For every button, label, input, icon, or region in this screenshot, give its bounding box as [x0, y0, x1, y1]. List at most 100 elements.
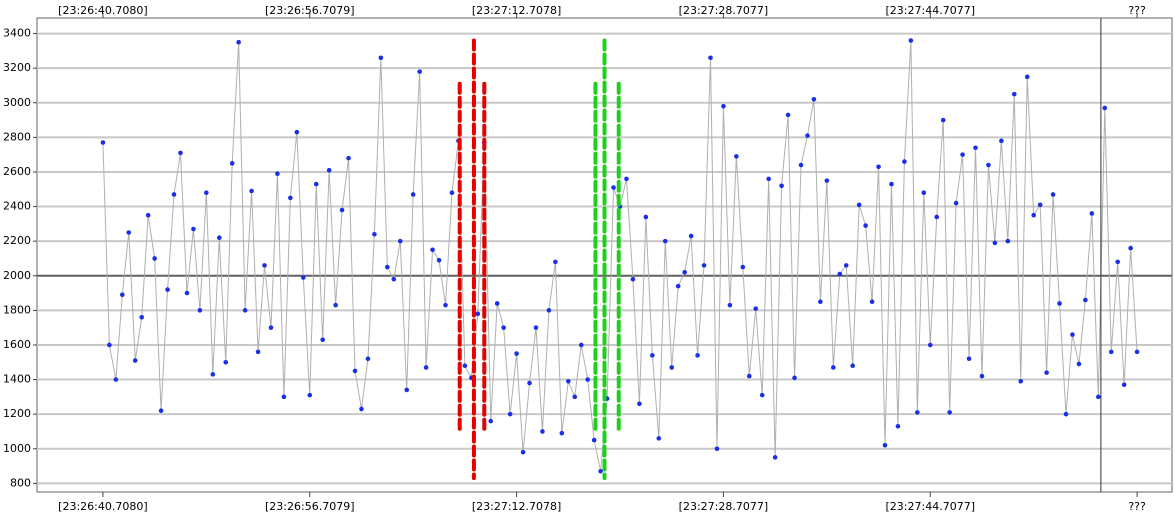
point [494, 301, 500, 306]
point [973, 145, 978, 151]
point [171, 192, 177, 197]
point [346, 155, 351, 161]
point [391, 276, 397, 282]
point [533, 325, 539, 330]
point [378, 55, 384, 61]
point [300, 275, 306, 280]
point [940, 117, 946, 123]
point [1128, 245, 1133, 251]
point [1076, 361, 1082, 367]
x-tick-label-top: ??? [1128, 4, 1146, 17]
point [229, 161, 235, 166]
point [553, 259, 558, 265]
point [785, 112, 791, 118]
point [1089, 211, 1095, 216]
point [831, 365, 836, 370]
point [242, 308, 248, 313]
x-tick-label: ??? [1128, 500, 1146, 513]
x-tick-label-top: [23:26:40.7080] [58, 4, 147, 17]
point [1063, 411, 1069, 417]
point [1108, 349, 1114, 355]
point [404, 387, 410, 393]
point [611, 185, 616, 190]
point [501, 325, 506, 330]
point [688, 233, 694, 239]
point [372, 231, 377, 237]
point [430, 247, 435, 253]
y-tick-label: 3200 [3, 61, 31, 74]
point [779, 183, 784, 189]
point [126, 230, 132, 235]
point [986, 162, 991, 168]
point [520, 449, 526, 455]
y-tick-label: 2400 [3, 200, 31, 213]
point [882, 442, 888, 448]
point [281, 394, 287, 400]
point [630, 276, 636, 282]
point [792, 375, 797, 381]
point [708, 55, 713, 61]
y-tick-label: 2200 [3, 234, 31, 247]
point [307, 392, 313, 398]
point [818, 299, 823, 305]
point [514, 351, 519, 356]
point [275, 171, 280, 176]
point [578, 342, 584, 348]
point [365, 356, 371, 362]
point [1057, 301, 1062, 306]
point [191, 226, 196, 232]
point [798, 162, 804, 168]
point [204, 190, 209, 196]
y-tick-label: 800 [10, 476, 31, 489]
point [410, 192, 416, 197]
point [734, 154, 739, 159]
point [902, 159, 907, 164]
point [714, 446, 720, 452]
x-tick-label-top: [23:27:44.7077] [886, 4, 975, 17]
point [178, 150, 183, 156]
x-tick-label-top: [23:27:12.7078] [472, 4, 561, 17]
point [1024, 74, 1030, 80]
point [863, 223, 868, 228]
point [727, 302, 733, 308]
point [443, 302, 448, 308]
point [320, 337, 325, 343]
point [960, 152, 965, 157]
point [223, 359, 229, 365]
point [120, 292, 125, 298]
point [288, 195, 293, 201]
point [333, 302, 338, 308]
point [869, 299, 875, 305]
point [1050, 192, 1056, 197]
point [527, 380, 532, 386]
point [856, 202, 862, 208]
point [423, 365, 429, 370]
point [637, 401, 642, 407]
point [1134, 349, 1140, 355]
point [1102, 105, 1108, 111]
point [359, 406, 364, 412]
y-tick-label: 2600 [3, 165, 31, 178]
point [811, 97, 817, 102]
point [268, 325, 274, 330]
point [850, 363, 856, 369]
x-tick-label-top: [23:26:56.7079] [265, 4, 354, 17]
point [184, 290, 190, 296]
point [1018, 378, 1024, 384]
point [656, 436, 662, 441]
point [417, 69, 422, 74]
point [934, 214, 940, 220]
point [992, 240, 998, 246]
point [895, 423, 901, 429]
point [546, 308, 552, 313]
point [397, 238, 403, 244]
point [352, 368, 358, 374]
point [643, 214, 649, 220]
point [591, 437, 597, 443]
point [921, 190, 927, 196]
point [824, 178, 830, 183]
y-tick-label: 2800 [3, 130, 31, 143]
point [262, 263, 267, 268]
point [145, 212, 151, 218]
